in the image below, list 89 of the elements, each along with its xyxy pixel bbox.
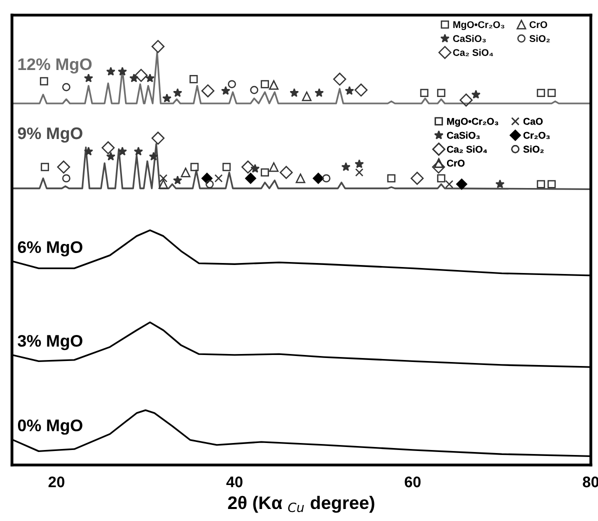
point <box>495 179 505 188</box>
point <box>302 92 312 102</box>
point <box>173 88 182 97</box>
point <box>151 132 165 145</box>
point <box>420 88 428 98</box>
point <box>432 160 446 174</box>
point <box>296 174 306 184</box>
legend-label: MgO•Cr₂O₃ <box>447 118 498 127</box>
point <box>312 172 324 184</box>
point <box>57 160 70 174</box>
point <box>201 84 214 98</box>
point <box>159 174 168 182</box>
point <box>151 40 165 54</box>
legend-label: CrO <box>446 160 465 167</box>
legend-label: Cr₂O₃ <box>523 132 550 139</box>
point <box>268 80 279 90</box>
point <box>190 162 199 172</box>
point <box>437 88 446 98</box>
point <box>245 172 256 184</box>
point <box>548 88 556 98</box>
x-tick-label: 20 <box>48 476 64 488</box>
point <box>102 141 115 154</box>
point <box>241 160 254 174</box>
point <box>250 86 258 94</box>
point <box>173 176 182 184</box>
point <box>40 77 48 86</box>
legend-label: Ca₂ SiO₄ <box>453 48 494 56</box>
point <box>354 159 364 168</box>
point <box>314 88 324 97</box>
series-label: 12% MgO <box>18 58 92 74</box>
point <box>355 168 364 177</box>
point <box>40 162 50 172</box>
x-tick-label: 60 <box>404 476 421 488</box>
point <box>134 146 144 156</box>
point <box>410 172 424 185</box>
legend-label: CaO <box>523 118 543 125</box>
point <box>190 75 198 84</box>
legend-label: CaSiO₃ <box>453 34 486 42</box>
point <box>333 72 346 86</box>
point <box>456 178 468 190</box>
point <box>221 86 230 95</box>
point <box>134 68 148 82</box>
point <box>158 179 168 189</box>
point <box>84 146 94 156</box>
point <box>228 80 236 88</box>
point <box>536 180 546 188</box>
legend-label: SiO₂ <box>523 146 544 153</box>
x-tick-label: 40 <box>226 476 242 488</box>
point <box>145 74 155 82</box>
point <box>162 94 172 102</box>
point <box>62 82 70 92</box>
series-label: 3% MgO <box>18 334 82 350</box>
legend-label: Ca₂ SiO₄ <box>446 146 487 153</box>
point <box>471 90 481 99</box>
legend-label: MgO•Cr₂O₃ <box>453 21 504 30</box>
point <box>387 174 396 182</box>
series-label: 9% MgO <box>18 127 82 143</box>
x-axis-title: 2θ (Kα $_{Cu}$ degree) <box>228 496 374 513</box>
series-label: 0% MgO <box>18 420 82 435</box>
point <box>268 162 279 172</box>
point <box>341 162 351 172</box>
point <box>290 88 299 97</box>
point <box>84 74 94 82</box>
point <box>260 168 269 177</box>
point <box>62 174 70 182</box>
point <box>354 84 368 97</box>
point <box>106 152 116 161</box>
point <box>260 80 269 88</box>
point <box>437 174 446 182</box>
point <box>222 162 231 172</box>
point <box>214 174 223 182</box>
point <box>148 152 158 161</box>
point <box>280 166 293 179</box>
point <box>201 172 213 184</box>
point <box>180 168 190 178</box>
point <box>322 174 330 182</box>
point <box>460 94 473 107</box>
point <box>445 180 454 188</box>
point <box>118 146 127 156</box>
point <box>536 88 546 98</box>
point <box>206 180 214 188</box>
point <box>344 86 354 95</box>
point <box>548 180 556 188</box>
point <box>118 66 127 76</box>
legend-label: CaSiO₃ <box>446 132 480 140</box>
legend-label: SiO₂ <box>529 34 550 42</box>
legend-label: CrO <box>530 21 548 28</box>
point <box>106 66 116 76</box>
series-label: 6% MgO <box>18 241 82 256</box>
